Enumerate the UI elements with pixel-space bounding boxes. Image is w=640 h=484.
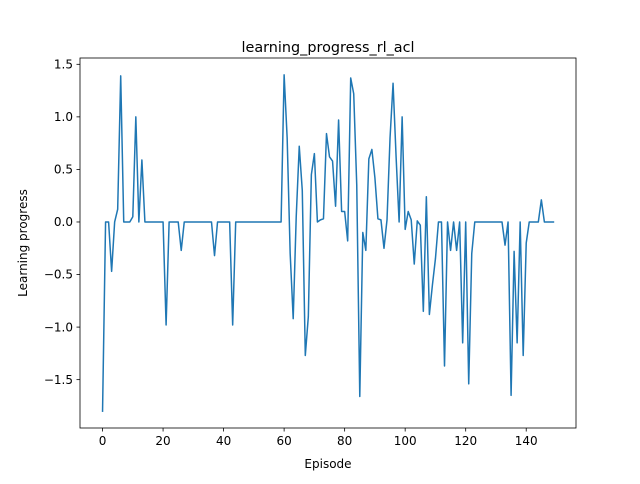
y-tick-label: −0.5 [44,268,73,282]
y-axis: −1.5 −1.0 −0.5 0.0 0.5 1.0 1.5 [44,58,80,387]
x-tick-label: 100 [394,434,417,448]
x-tick-label: 40 [216,434,231,448]
x-tick-label: 140 [515,434,538,448]
y-tick-label: 1.0 [54,110,73,124]
y-tick-label: −1.5 [44,373,73,387]
axes-frame [79,57,577,429]
y-tick-label: 1.5 [54,58,73,72]
x-tick-label: 0 [99,434,107,448]
series-line-0 [101,74,555,412]
x-axis: 0 20 40 60 80 100 120 140 [99,428,538,448]
plot-area [101,74,555,412]
x-tick-label: 60 [276,434,291,448]
y-axis-label: Learning progress [16,189,30,297]
y-tick-label: 0.5 [54,163,73,177]
y-tick-label: −1.0 [44,320,73,334]
y-tick-label: 0.0 [54,215,73,229]
x-tick-label: 120 [454,434,477,448]
x-tick-label: 20 [155,434,170,448]
x-axis-label: Episode [304,457,351,471]
chart-title: learning_progress_rl_acl [241,40,414,56]
x-tick-label: 80 [337,434,352,448]
